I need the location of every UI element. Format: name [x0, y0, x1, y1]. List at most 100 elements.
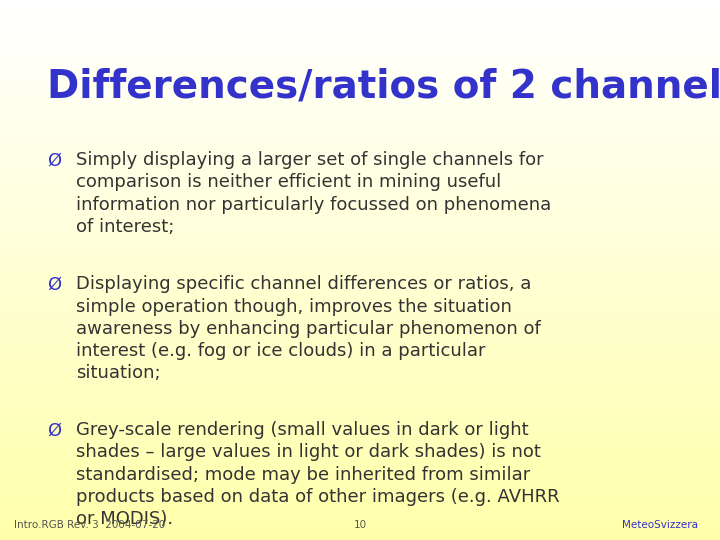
- Bar: [0, 89, 720, 90]
- Bar: [0, 485, 720, 486]
- Bar: [0, 459, 720, 460]
- Bar: [0, 191, 720, 192]
- Bar: [0, 94, 720, 96]
- Bar: [0, 438, 720, 440]
- Bar: [0, 35, 720, 36]
- Bar: [0, 535, 720, 536]
- Bar: [0, 224, 720, 226]
- Bar: [0, 422, 720, 424]
- Bar: [0, 85, 720, 86]
- Bar: [0, 386, 720, 388]
- Bar: [0, 390, 720, 392]
- Bar: [0, 424, 720, 426]
- Bar: [0, 51, 720, 53]
- Bar: [0, 63, 720, 65]
- Bar: [0, 100, 720, 102]
- Bar: [0, 152, 720, 154]
- Bar: [0, 490, 720, 491]
- Text: Displaying specific channel differences or ratios, a
simple operation though, im: Displaying specific channel differences …: [76, 275, 540, 382]
- Bar: [0, 285, 720, 286]
- Text: Grey-scale rendering (small values in dark or light
shades – large values in lig: Grey-scale rendering (small values in da…: [76, 421, 559, 528]
- Bar: [0, 368, 720, 370]
- Bar: [0, 377, 720, 378]
- Bar: [0, 193, 720, 194]
- Bar: [0, 105, 720, 106]
- Bar: [0, 102, 720, 103]
- Bar: [0, 134, 720, 135]
- Bar: [0, 460, 720, 462]
- Bar: [0, 355, 720, 356]
- Bar: [0, 402, 720, 404]
- Bar: [0, 11, 720, 12]
- Bar: [0, 233, 720, 235]
- Bar: [0, 302, 720, 303]
- Bar: [0, 453, 720, 454]
- Bar: [0, 66, 720, 68]
- Bar: [0, 189, 720, 191]
- Bar: [0, 440, 720, 442]
- Bar: [0, 19, 720, 20]
- Bar: [0, 258, 720, 259]
- Bar: [0, 537, 720, 539]
- Bar: [0, 532, 720, 534]
- Bar: [0, 539, 720, 540]
- Bar: [0, 362, 720, 363]
- Bar: [0, 165, 720, 166]
- Bar: [0, 530, 720, 532]
- Bar: [0, 90, 720, 92]
- Bar: [0, 151, 720, 152]
- Bar: [0, 325, 720, 327]
- Bar: [0, 359, 720, 361]
- Bar: [0, 156, 720, 157]
- Bar: [0, 487, 720, 489]
- Bar: [0, 170, 720, 172]
- Bar: [0, 78, 720, 79]
- Bar: [0, 507, 720, 508]
- Bar: [0, 50, 720, 51]
- Bar: [0, 455, 720, 456]
- Bar: [0, 214, 720, 216]
- Bar: [0, 28, 720, 30]
- Bar: [0, 415, 720, 416]
- Bar: [0, 308, 720, 309]
- Bar: [0, 286, 720, 287]
- Bar: [0, 97, 720, 98]
- Bar: [0, 79, 720, 81]
- Bar: [0, 247, 720, 248]
- Bar: [0, 356, 720, 357]
- Bar: [0, 513, 720, 514]
- Bar: [0, 518, 720, 519]
- Bar: [0, 471, 720, 472]
- Bar: [0, 523, 720, 524]
- Bar: [0, 427, 720, 428]
- Bar: [0, 503, 720, 505]
- Bar: [0, 318, 720, 319]
- Bar: [0, 275, 720, 276]
- Bar: [0, 435, 720, 436]
- Bar: [0, 340, 720, 341]
- Bar: [0, 521, 720, 523]
- Bar: [0, 139, 720, 140]
- Bar: [0, 310, 720, 312]
- Bar: [0, 514, 720, 516]
- Bar: [0, 31, 720, 32]
- Bar: [0, 138, 720, 139]
- Bar: [0, 127, 720, 128]
- Bar: [0, 442, 720, 443]
- Bar: [0, 185, 720, 186]
- Bar: [0, 202, 720, 204]
- Bar: [0, 196, 720, 197]
- Bar: [0, 192, 720, 193]
- Bar: [0, 313, 720, 314]
- Bar: [0, 517, 720, 518]
- Bar: [0, 314, 720, 316]
- Bar: [0, 352, 720, 354]
- Bar: [0, 53, 720, 54]
- Bar: [0, 401, 720, 402]
- Bar: [0, 130, 720, 131]
- Bar: [0, 307, 720, 308]
- Bar: [0, 443, 720, 444]
- Bar: [0, 262, 720, 263]
- Bar: [0, 220, 720, 221]
- Bar: [0, 30, 720, 31]
